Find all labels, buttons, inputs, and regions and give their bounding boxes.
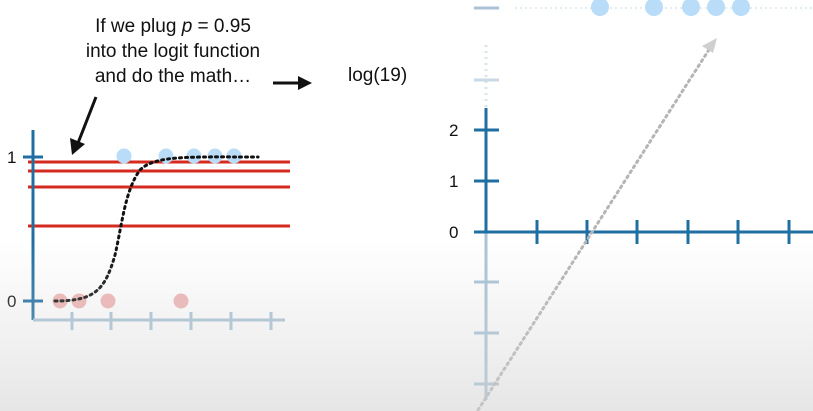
diagonal-arrowhead (702, 38, 717, 53)
red-dot (173, 293, 189, 309)
blue-dot (682, 0, 700, 16)
left-y-label-0: 0 (7, 292, 16, 311)
blue-dot (645, 0, 663, 16)
down-arrow (70, 96, 98, 155)
caption-line-3: and do the math… (94, 66, 252, 87)
right-x-ticks (535, 220, 791, 244)
blue-dot (732, 0, 750, 16)
sigmoid-curve (53, 155, 260, 303)
blue-dot (707, 0, 725, 16)
blue-dot (116, 148, 132, 164)
caption: If we plug p = 0.95 into the logit funct… (48, 14, 298, 89)
right-y-label-0: 0 (449, 223, 458, 242)
blue-dot (591, 0, 609, 16)
red-dot (100, 293, 116, 309)
right-y-label-2: 2 (449, 121, 458, 140)
left-y-label-1: 1 (7, 148, 16, 167)
caption-line-2: into the logit function (85, 41, 261, 62)
log-19-label: log(19) (348, 65, 408, 86)
right-y-label-1: 1 (449, 172, 458, 191)
right-arrow (273, 76, 312, 90)
right-plot: 2 1 0 (449, 0, 813, 411)
diagonal-dotted-line (476, 43, 714, 411)
caption-line-1: If we plug p = 0.95 (95, 16, 251, 37)
left-plot: 1 0 (7, 130, 290, 330)
